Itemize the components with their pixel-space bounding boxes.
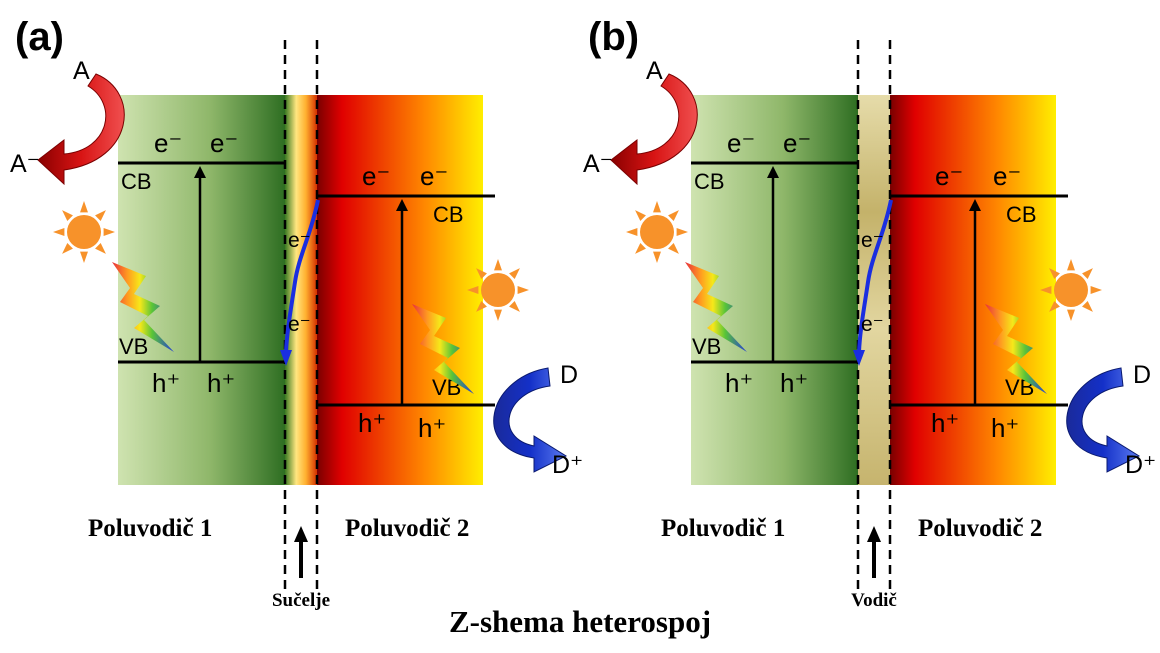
conductor-region	[858, 95, 890, 485]
sc2-cb-electron-2: e⁻	[993, 161, 1021, 191]
junction-pointer-arrow	[294, 526, 308, 578]
sc2-cb-electron-1: e⁻	[935, 161, 963, 191]
figure-title: Z-shema heterospoj	[448, 604, 712, 639]
semiconductor-1-name: Poluvodič 1	[661, 515, 785, 542]
sc1-cb-electron-2: e⁻	[783, 128, 811, 158]
sc2-cb-electron-1: e⁻	[362, 161, 390, 191]
sc2-excitation-arrow	[396, 199, 408, 405]
sc1-vb-hole-2: h⁺	[207, 368, 235, 398]
junction-label: Vodič	[851, 590, 897, 611]
semiconductor-1-region	[691, 95, 858, 485]
oxidation-product-label: D⁺	[1125, 451, 1156, 479]
oxidation-reactant-label: D	[560, 361, 578, 389]
sc2-cb-electron-2: e⁻	[420, 161, 448, 191]
sc1-excitation-arrow	[767, 166, 779, 362]
electron-transfer-path	[280, 199, 320, 366]
sc1-vb-hole-1: h⁺	[152, 368, 180, 398]
sc2-excitation-arrow	[969, 199, 981, 405]
oxidation-arrow	[493, 367, 568, 473]
sc1-cb-label: CB	[121, 169, 152, 194]
sun-icon-1	[53, 201, 115, 263]
lightning-icon-2	[412, 304, 474, 394]
sun-icon-2	[1040, 259, 1102, 321]
sun-icon-2	[467, 259, 529, 321]
transfer-electron-label-1: e⁻	[861, 229, 884, 252]
oxidation-product-label: D⁺	[552, 451, 583, 479]
transfer-electron-label-2: e⁻	[861, 313, 884, 336]
panel-label: (a)	[15, 15, 64, 59]
lightning-icon-1	[112, 262, 174, 352]
reduction-product-label: A⁻	[10, 150, 40, 178]
transfer-electron-label-1: e⁻	[288, 229, 311, 252]
junction-label: Sučelje	[272, 590, 330, 611]
sc1-cb-electron-1: e⁻	[727, 128, 755, 158]
electron-transfer-path	[853, 199, 893, 366]
lightning-icon-1	[685, 262, 747, 352]
reduction-reactant-label: A	[73, 57, 90, 85]
panel-label: (b)	[588, 15, 639, 59]
sc2-vb-hole-1: h⁺	[931, 408, 959, 438]
semiconductor-2-name: Poluvodič 2	[345, 515, 469, 542]
oxidation-reactant-label: D	[1133, 361, 1151, 389]
sc1-excitation-arrow	[194, 166, 206, 362]
sc1-vb-label: VB	[119, 334, 148, 359]
sc1-cb-label: CB	[694, 169, 725, 194]
sc1-cb-electron-2: e⁻	[210, 128, 238, 158]
reduction-reactant-label: A	[646, 57, 663, 85]
sc2-cb-label: CB	[433, 202, 464, 227]
sc2-cb-label: CB	[1006, 202, 1037, 227]
transfer-electron-label-2: e⁻	[288, 313, 311, 336]
semiconductor-1-name: Poluvodič 1	[88, 515, 212, 542]
semiconductor-2-region	[890, 95, 1056, 485]
sc2-vb-hole-2: h⁺	[991, 413, 1019, 443]
sc1-vb-label: VB	[692, 334, 721, 359]
sc1-cb-electron-1: e⁻	[154, 128, 182, 158]
junction-pointer-arrow	[867, 526, 881, 578]
sc1-vb-hole-1: h⁺	[725, 368, 753, 398]
lightning-icon-2	[985, 304, 1047, 394]
sun-icon-1	[626, 201, 688, 263]
semiconductor-1-region	[118, 95, 285, 485]
semiconductor-2-name: Poluvodič 2	[918, 515, 1042, 542]
sc2-vb-hole-1: h⁺	[358, 408, 386, 438]
interface-region	[285, 95, 317, 485]
reduction-product-label: A⁻	[583, 150, 613, 178]
reduction-arrow	[37, 73, 125, 186]
sc2-vb-hole-2: h⁺	[418, 413, 446, 443]
reduction-arrow	[610, 73, 698, 186]
semiconductor-2-region	[317, 95, 483, 485]
sc1-vb-hole-2: h⁺	[780, 368, 808, 398]
oxidation-arrow	[1066, 367, 1141, 473]
